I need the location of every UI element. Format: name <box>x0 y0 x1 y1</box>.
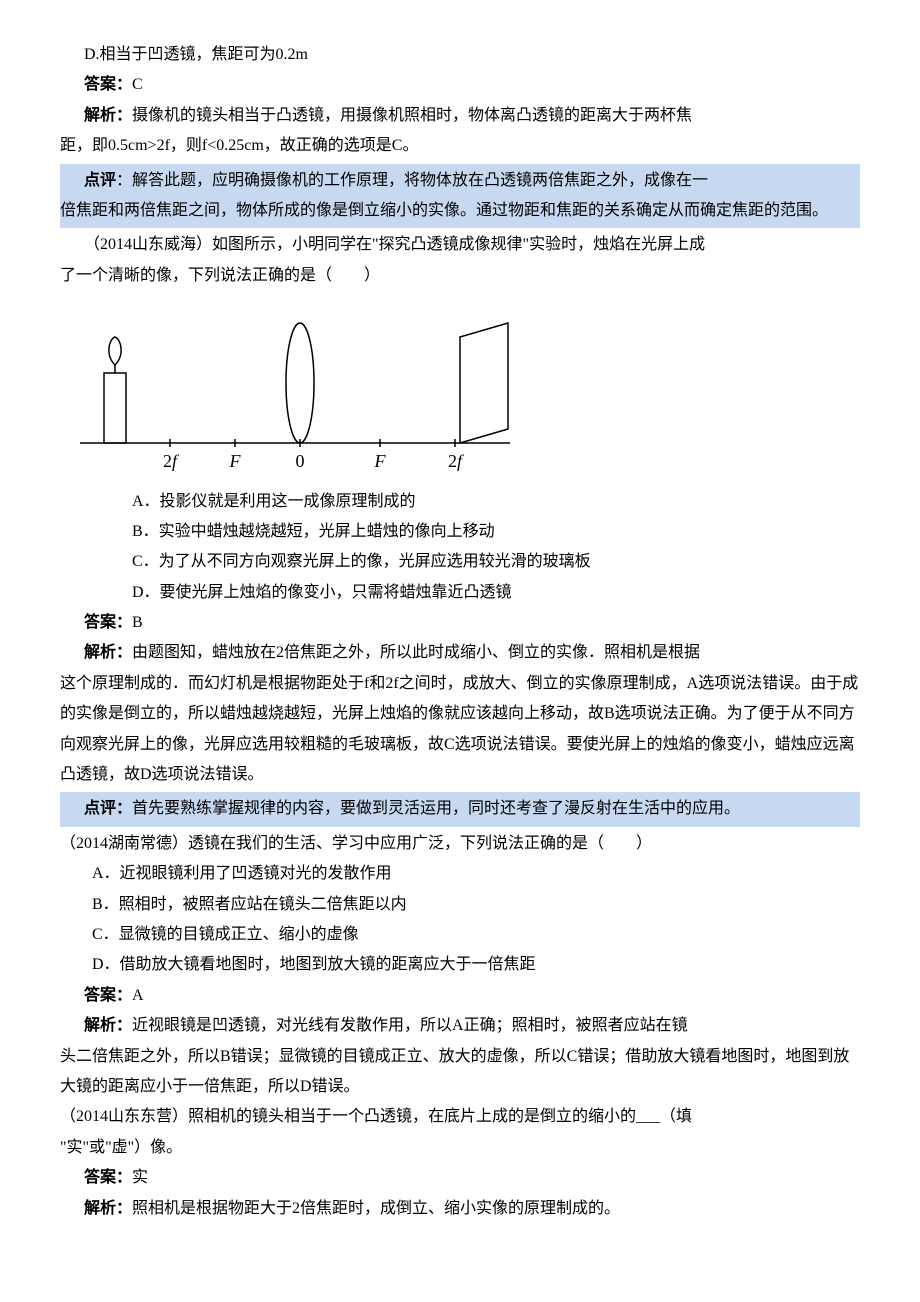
q1-answer-label: 答案： <box>84 76 132 93</box>
q2-answer: 答案：B <box>60 608 860 638</box>
q3-option-b: B．照相时，被照者应站在镜头二倍焦距以内 <box>60 890 860 920</box>
q3-answer: 答案：A <box>60 981 860 1011</box>
svg-text:0: 0 <box>296 451 305 471</box>
q2-explain-label: 解析： <box>84 644 132 661</box>
q1-explain-l1: 解析：摄像机的镜头相当于凸透镜，用摄像机照相时，物体离凸透镜的距离大于两杯焦 <box>60 101 860 131</box>
q2-option-a: A．投影仪就是利用这一成像原理制成的 <box>60 487 860 517</box>
q3-answer-label: 答案： <box>84 987 132 1004</box>
q2-option-d: D．要使光屏上烛焰的像变小，只需将蜡烛靠近凸透镜 <box>60 578 860 608</box>
q4-answer: 答案：实 <box>60 1163 860 1193</box>
q3-option-d: D．借助放大镜看地图时，地图到放大镜的距离应大于一倍焦距 <box>60 950 860 980</box>
q1-comment-body1: ：解答此题，应明确摄像机的工作原理，将物体放在凸透镜两倍焦距之外，成像在一 <box>116 172 708 189</box>
q2-diagram: 2fF0F2f <box>60 295 520 486</box>
q1-option-d: D.相当于凹透镜，焦距可为0.2m <box>60 40 860 70</box>
q1-comment-l2: 倍焦距和两倍焦距之间，物体所成的像是倒立缩小的实像。通过物距和焦距的关系确定从而… <box>60 196 860 226</box>
q4-stem-l2: "实"或"虚"）像。 <box>60 1133 860 1163</box>
q3-option-a: A．近视眼镜利用了凹透镜对光的发散作用 <box>60 859 860 889</box>
svg-text:F: F <box>229 451 242 471</box>
q2-answer-value: B <box>132 614 143 631</box>
q2-explain-body1: 由题图知，蜡烛放在2倍焦距之外，所以此时成缩小、倒立的实像．照相机是根据 <box>132 644 700 661</box>
q4-answer-label: 答案： <box>84 1169 132 1186</box>
q2-comment-body: 首先要熟练掌握规律的内容，要做到灵活运用，同时还考查了漫反射在生活中的应用。 <box>132 800 740 817</box>
q2-stem-l2: 了一个清晰的像，下列说法正确的是（ ） <box>60 261 860 291</box>
q4-stem-l1: （2014山东东营）照相机的镜头相当于一个凸透镜，在底片上成的是倒立的缩小的__… <box>60 1102 860 1132</box>
svg-text:F: F <box>374 451 387 471</box>
q2-comment-label: 点评： <box>84 800 132 817</box>
q3-explain-l2: 头二倍焦距之外，所以B错误；显微镜的目镜成正立、放大的虚像，所以C错误；借助放大… <box>60 1042 860 1103</box>
q2-comment-block: 点评：首先要熟练掌握规律的内容，要做到灵活运用，同时还考查了漫反射在生活中的应用… <box>60 792 860 826</box>
q2-stem-l1: （2014山东威海）如图所示，小明同学在"探究凸透镜成像规律"实验时，烛焰在光屏… <box>60 230 860 260</box>
q3-explain-label: 解析： <box>84 1017 132 1034</box>
q3-explain-body1: 近视眼镜是凹透镜，对光线有发散作用，所以A正确；照相时，被照者应站在镜 <box>132 1017 688 1034</box>
q4-answer-value: 实 <box>132 1169 148 1186</box>
q1-explain-l2: 距，即0.5cm>2f，则f<0.25cm，故正确的选项是C。 <box>60 131 860 161</box>
q2-option-c: C．为了从不同方向观察光屏上的像，光屏应选用较光滑的玻璃板 <box>60 547 860 577</box>
q3-option-c: C．显微镜的目镜成正立、缩小的虚像 <box>60 920 860 950</box>
q1-comment-l1: 点评：解答此题，应明确摄像机的工作原理，将物体放在凸透镜两倍焦距之外，成像在一 <box>60 166 860 196</box>
q1-comment-block: 点评：解答此题，应明确摄像机的工作原理，将物体放在凸透镜两倍焦距之外，成像在一 … <box>60 164 860 229</box>
q4-explain-label: 解析： <box>84 1200 132 1217</box>
q4-explain-body: 照相机是根据物距大于2倍焦距时，成倒立、缩小实像的原理制成的。 <box>132 1200 620 1217</box>
q4-explain: 解析：照相机是根据物距大于2倍焦距时，成倒立、缩小实像的原理制成的。 <box>60 1194 860 1224</box>
q2-explain-l1: 解析：由题图知，蜡烛放在2倍焦距之外，所以此时成缩小、倒立的实像．照相机是根据 <box>60 638 860 668</box>
q1-answer: 答案：C <box>60 70 860 100</box>
q2-answer-label: 答案： <box>84 614 132 631</box>
q3-explain-l1: 解析：近视眼镜是凹透镜，对光线有发散作用，所以A正确；照相时，被照者应站在镜 <box>60 1011 860 1041</box>
q2-comment: 点评：首先要熟练掌握规律的内容，要做到灵活运用，同时还考查了漫反射在生活中的应用… <box>60 794 860 824</box>
q1-comment-label: 点评 <box>84 172 116 189</box>
convex-lens-diagram-svg: 2fF0F2f <box>60 295 520 475</box>
q2-option-b: B．实验中蜡烛越烧越短，光屏上蜡烛的像向上移动 <box>60 517 860 547</box>
q3-stem: （2014湖南常德）透镜在我们的生活、学习中应用广泛，下列说法正确的是（ ） <box>60 829 860 859</box>
q3-answer-value: A <box>132 987 144 1004</box>
q2-explain-l2: 这个原理制成的．而幻灯机是根据物距处于f和2f之间时，成放大、倒立的实像原理制成… <box>60 669 860 791</box>
q1-explain-body1: 摄像机的镜头相当于凸透镜，用摄像机照相时，物体离凸透镜的距离大于两杯焦 <box>132 107 692 124</box>
q1-answer-value: C <box>132 76 143 93</box>
q1-explain-label: 解析： <box>84 107 132 124</box>
